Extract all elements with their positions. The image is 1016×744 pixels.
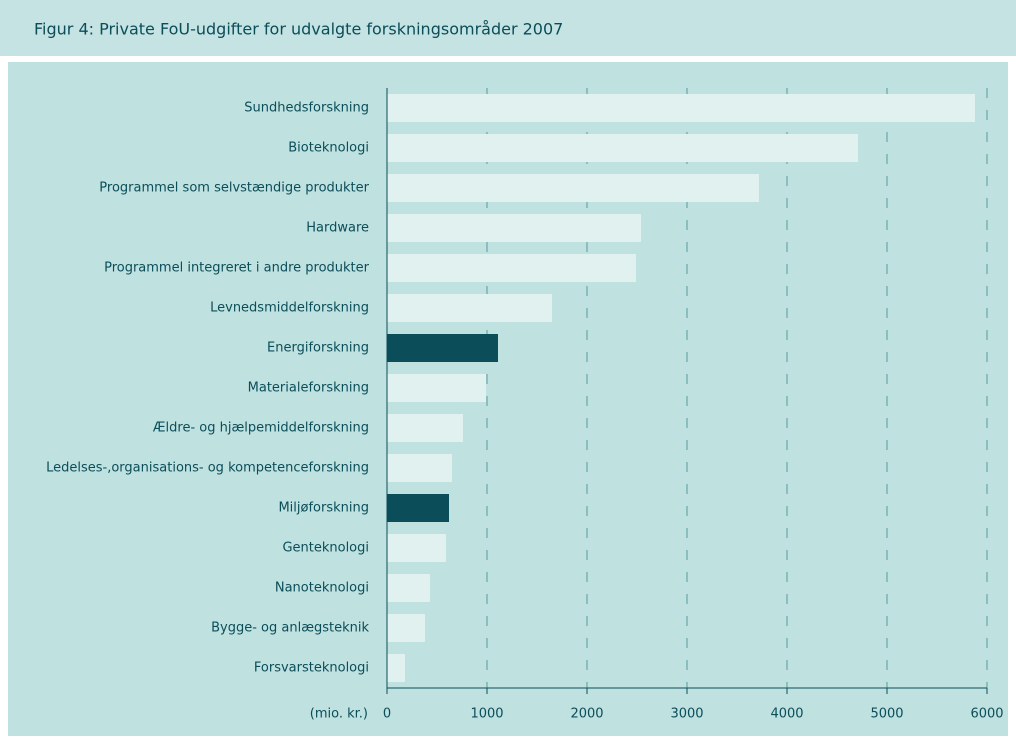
bar: [387, 494, 449, 522]
y-tick-label: Hardware: [306, 221, 369, 236]
y-tick-label: Bygge- og anlægsteknik: [211, 621, 369, 636]
y-tick-label: Sundhedsforskning: [244, 101, 369, 116]
bar: [387, 214, 641, 242]
y-tick-label: Nanoteknologi: [275, 581, 369, 596]
y-tick-label: Levnedsmiddelforskning: [210, 301, 369, 316]
bar: [387, 374, 486, 402]
plot-panel: [8, 62, 1008, 736]
y-tick-label: Ældre- og hjælpemiddelforskning: [153, 421, 369, 436]
y-tick-label: Ledelses-,organisations- og kompetencefo…: [46, 461, 369, 476]
bar: [387, 454, 452, 482]
title-bar: [0, 0, 1016, 56]
y-tick-label: Bioteknologi: [288, 141, 369, 156]
bar: [387, 654, 405, 682]
bar: [387, 174, 759, 202]
x-tick-label: 5000: [870, 707, 903, 722]
bar: [387, 294, 552, 322]
x-tick-label: 3000: [670, 707, 703, 722]
x-tick-label: 1000: [470, 707, 503, 722]
y-tick-label: Forsvarsteknologi: [254, 661, 369, 676]
bar: [387, 414, 463, 442]
axis-label: (mio. kr.): [310, 707, 368, 722]
bar: [387, 614, 425, 642]
bar: [387, 134, 858, 162]
y-tick-label: Programmel som selvstændige produkter: [99, 181, 369, 196]
bar: [387, 574, 430, 602]
x-tick-label: 6000: [970, 707, 1003, 722]
x-tick-label: 0: [383, 707, 391, 722]
y-tick-label: Energiforskning: [267, 341, 369, 356]
y-tick-label: Programmel integreret i andre produkter: [104, 261, 370, 276]
y-tick-label: Materialeforskning: [248, 381, 369, 396]
x-tick-label: 2000: [570, 707, 603, 722]
y-tick-label: Genteknologi: [282, 541, 369, 556]
chart-title: Figur 4: Private FoU-udgifter for udvalg…: [34, 20, 563, 39]
bar: [387, 94, 975, 122]
bar: [387, 254, 636, 282]
x-tick-label: 4000: [770, 707, 803, 722]
bar: [387, 334, 498, 362]
bar: [387, 534, 446, 562]
y-tick-label: Miljøforskning: [278, 501, 369, 516]
